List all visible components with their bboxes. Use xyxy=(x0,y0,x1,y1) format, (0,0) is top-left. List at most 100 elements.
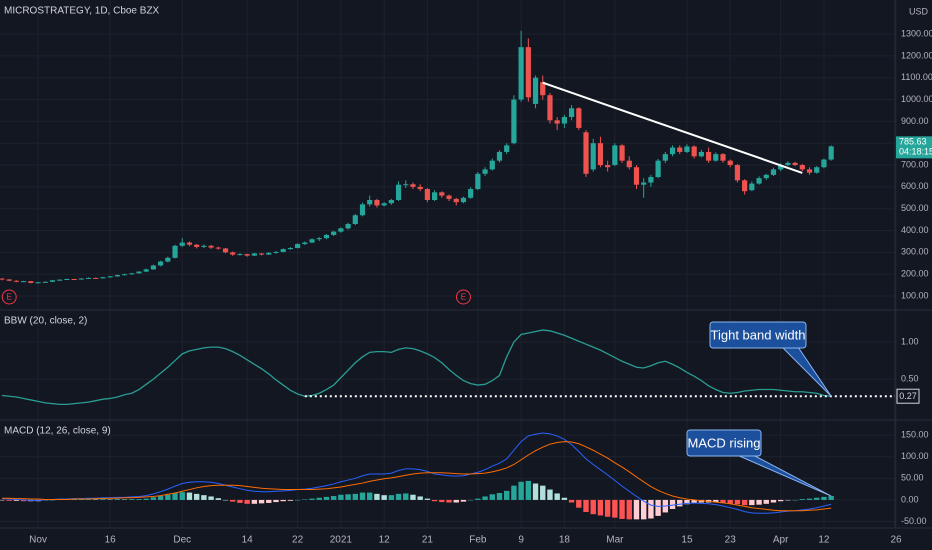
candle-body xyxy=(453,198,459,203)
x-tick-label: 2021 xyxy=(330,535,353,546)
histogram-bar xyxy=(799,499,806,500)
candle-body xyxy=(547,95,553,121)
x-tick-label: 14 xyxy=(242,535,254,546)
candle-body xyxy=(107,276,113,278)
candle-body xyxy=(403,184,409,186)
candle-body xyxy=(71,279,77,280)
candle-body xyxy=(114,275,120,277)
candle-body xyxy=(0,278,5,280)
candle-body xyxy=(828,146,834,160)
histogram-bar xyxy=(0,499,5,501)
histogram-bar xyxy=(597,499,604,516)
candle-body xyxy=(338,228,344,232)
candle-body xyxy=(323,234,330,239)
histogram-bar xyxy=(532,483,539,500)
signal-line xyxy=(2,441,832,512)
histogram-bar xyxy=(713,499,719,503)
histogram-bar xyxy=(460,499,467,502)
histogram-bar xyxy=(785,499,791,501)
histogram-bar xyxy=(107,499,113,500)
histogram-bar xyxy=(504,490,510,500)
candle-body xyxy=(749,183,755,191)
histogram-bar xyxy=(388,495,395,500)
histogram-bar xyxy=(619,499,625,519)
candle-body xyxy=(511,99,517,144)
histogram-bar xyxy=(518,481,524,500)
candle-body xyxy=(540,82,546,96)
countdown: 04:18:15 xyxy=(899,147,932,157)
candle-body xyxy=(633,167,640,185)
candle-body xyxy=(85,277,92,279)
candle-body xyxy=(799,165,805,170)
candle-body xyxy=(287,248,294,250)
candle-body xyxy=(655,160,661,178)
candle-body xyxy=(684,146,690,152)
event-label: E xyxy=(461,293,466,302)
candle-body xyxy=(150,265,157,270)
y-tick-label: 300.00 xyxy=(901,247,929,257)
histogram-bar xyxy=(244,499,250,504)
y-tick-label: 0.00 xyxy=(901,494,919,504)
candle-body xyxy=(432,192,438,200)
histogram-bar xyxy=(561,497,568,500)
histogram-bar xyxy=(208,496,214,500)
candle-body xyxy=(734,165,741,181)
candle-body xyxy=(28,281,34,283)
histogram-bar xyxy=(367,492,373,500)
histogram-bar xyxy=(806,498,813,500)
candle-body xyxy=(172,245,178,258)
histogram-bar xyxy=(323,496,330,500)
candle-body xyxy=(374,199,380,206)
histogram-bar xyxy=(172,493,178,500)
histogram-bar xyxy=(121,499,128,500)
histogram-bar xyxy=(417,496,423,500)
histogram-bar xyxy=(294,499,301,501)
candle-body xyxy=(605,165,611,168)
candle-body xyxy=(669,147,676,155)
y-tick-label: 1300.00 xyxy=(901,28,932,38)
candle-body xyxy=(554,120,560,124)
candle-body xyxy=(143,269,149,272)
histogram-bar xyxy=(345,494,351,500)
candle-body xyxy=(496,151,503,161)
candle-body xyxy=(424,189,430,200)
histogram-bar xyxy=(237,499,243,503)
candle-body xyxy=(460,197,467,203)
histogram-bar xyxy=(763,499,769,504)
histogram-bar xyxy=(821,496,827,500)
histogram-bar xyxy=(424,498,431,500)
histogram-bar xyxy=(482,496,488,500)
candle-body xyxy=(179,242,185,246)
candle-body xyxy=(814,167,820,173)
histogram-bar xyxy=(215,498,222,500)
candle-body xyxy=(677,147,683,152)
histogram-bar xyxy=(157,496,164,500)
histogram-bar xyxy=(770,499,777,503)
histogram-bar xyxy=(604,499,611,517)
candle-body xyxy=(417,186,423,190)
candle-body xyxy=(648,177,654,183)
candle-body xyxy=(590,143,596,170)
y-tick-label: 1000.00 xyxy=(901,94,932,104)
candle-body xyxy=(215,247,221,249)
candle-body xyxy=(597,143,604,166)
candle-body xyxy=(691,146,697,157)
candle-body xyxy=(78,278,84,280)
histogram-bar xyxy=(453,499,459,503)
event-label: E xyxy=(7,293,12,302)
histogram-bar xyxy=(741,499,748,506)
histogram-bar xyxy=(648,499,654,519)
histogram-bar xyxy=(467,499,474,501)
histogram-bar xyxy=(734,499,741,505)
candle-body xyxy=(201,245,207,247)
histogram-bar xyxy=(201,495,207,500)
candle-body xyxy=(194,244,200,247)
histogram-bar xyxy=(49,499,56,501)
candle-body xyxy=(258,253,265,255)
candle-body xyxy=(49,280,56,282)
histogram-bar xyxy=(568,499,575,503)
histogram-bar xyxy=(633,499,640,520)
pane-title: BBW (20, close, 2) xyxy=(4,316,87,327)
